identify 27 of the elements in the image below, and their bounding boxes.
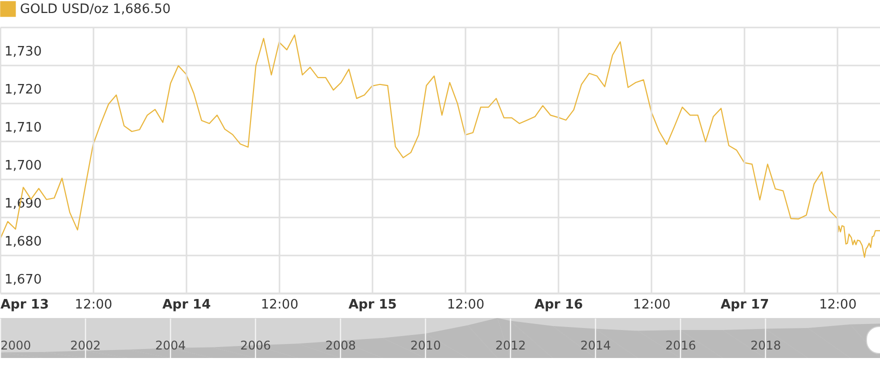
y-tick-label: 1,670 [4,272,42,288]
y-tick-label: 1,720 [4,82,42,98]
y-tick-label: 1,680 [4,234,42,250]
y-tick-label: 1,710 [4,120,42,136]
x-tick-label: 2006 [240,338,271,352]
x-tick-label: Apr 14 [162,298,211,312]
x-tick-label: Apr 17 [720,298,770,312]
x-tick-label: 2002 [70,338,101,352]
x-tick-label: Apr 15 [348,298,397,312]
x-tick-label: 2004 [155,338,186,352]
x-tick-label: Apr 13 [0,298,49,312]
x-tick-label: 2016 [665,338,696,352]
x-tick-label: 12:00 [74,298,112,312]
x-tick-label: 12:00 [446,298,484,312]
x-tick-label: Apr 16 [534,298,583,312]
x-tick-label: 12:00 [260,298,298,312]
x-tick-label: 2012 [495,338,526,352]
x-tick-label: 2018 [750,338,781,352]
legend-label: GOLD USD/oz 1,686.50 [20,2,171,17]
x-tick-label: 2010 [410,338,441,352]
x-tick-label: 2000 [0,338,32,352]
y-tick-label: 1,730 [4,44,42,60]
x-tick-label: 2008 [325,338,356,352]
x-tick-label: 2014 [580,338,611,352]
x-tick-label: 12:00 [633,298,671,312]
y-tick-label: 1,700 [4,158,42,174]
x-tick-label: 12:00 [819,298,857,312]
